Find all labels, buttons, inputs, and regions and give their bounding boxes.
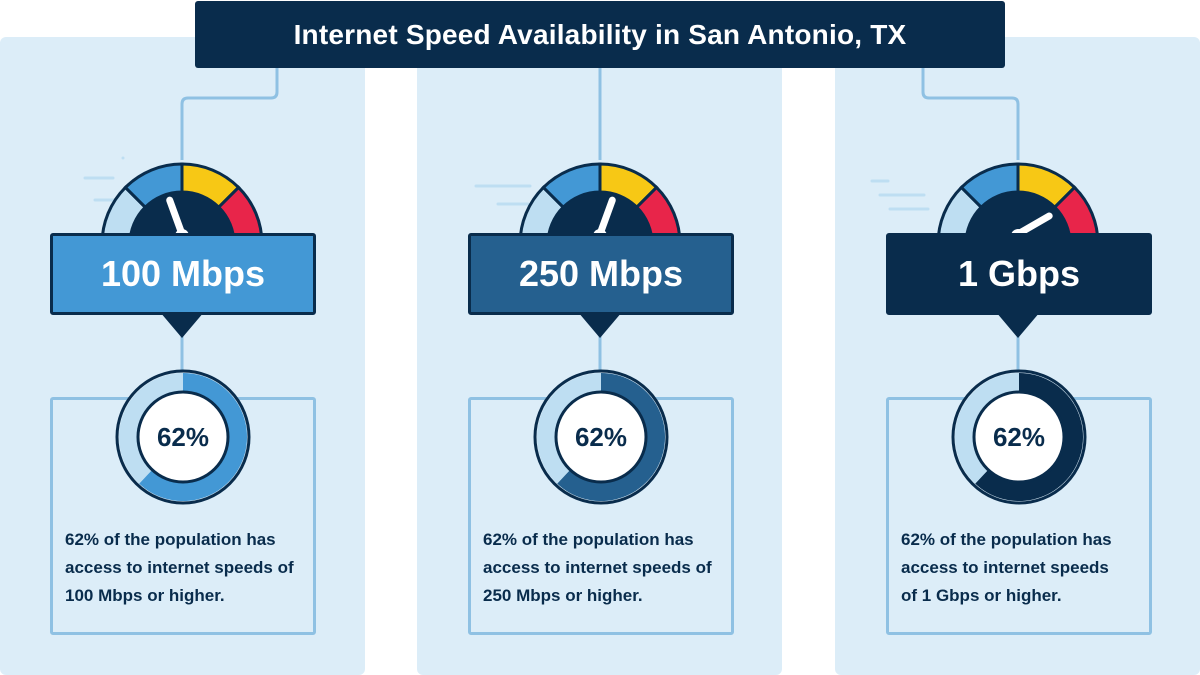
connector-line-left	[180, 68, 279, 160]
donut-center	[972, 390, 1066, 484]
donut-remainder-arc	[537, 373, 601, 484]
speed-label-box: 1 Gbps	[886, 233, 1152, 315]
percent-donut	[115, 369, 251, 505]
speed-card-1: 250 Mbps 62% 62% of the population has a…	[418, 0, 783, 675]
speed-label: 1 Gbps	[957, 253, 1081, 294]
stat-description-line: 62% of the population has	[901, 530, 1112, 549]
speed-label: 100 Mbps	[100, 253, 266, 294]
motion-lines-icon	[474, 184, 532, 206]
connector-line-right	[921, 68, 1020, 160]
speedometer-icon	[936, 162, 1100, 244]
motion-lines-icon	[870, 179, 930, 211]
stat-description-line: 250 Mbps or higher.	[483, 586, 643, 605]
stat-description: 62% of the population has access to inte…	[901, 526, 1146, 610]
percent-donut	[951, 369, 1087, 505]
donut-remainder-arc	[119, 373, 183, 484]
percent-donut	[533, 369, 669, 505]
percent-label: 62%	[992, 421, 1046, 452]
stat-description-line: 100 Mbps or higher.	[65, 586, 225, 605]
donut-center	[136, 390, 230, 484]
donut-value-arc	[557, 373, 665, 501]
percent-label: 62%	[574, 421, 628, 452]
gauge-face	[548, 192, 652, 244]
donut-remainder-arc	[955, 373, 1019, 484]
gauge-needle	[596, 196, 616, 238]
gauge-needle	[166, 196, 186, 238]
percent-label: 62%	[156, 421, 210, 452]
speed-card-2: 1 Gbps 62% 62% of the population has acc…	[836, 0, 1200, 675]
speed-box-pointer	[578, 312, 622, 338]
donut-value-arc	[139, 373, 247, 501]
donut-center	[554, 390, 648, 484]
speedometer-icon	[100, 162, 264, 244]
speed-box-pointer	[996, 312, 1040, 338]
page-title: Internet Speed Availability in San Anton…	[195, 1, 1005, 68]
stat-description-line: access to internet speeds of	[483, 558, 712, 577]
speed-box-pointer	[160, 312, 204, 338]
stat-description: 62% of the population has access to inte…	[483, 526, 728, 610]
speedometer-icon	[518, 162, 682, 244]
stat-description: 62% of the population has access to inte…	[65, 526, 310, 610]
speed-label: 250 Mbps	[518, 253, 684, 294]
stat-description-line: access to internet speeds of	[65, 558, 294, 577]
stat-description-line: access to internet speeds	[901, 558, 1109, 577]
speed-card-0: 100 Mbps 62% 62% of the population has a…	[0, 0, 365, 675]
stat-description-line: 62% of the population has	[483, 530, 694, 549]
speed-label-box: 100 Mbps	[50, 233, 316, 315]
stat-description-line: of 1 Gbps or higher.	[901, 586, 1062, 605]
donut-value-arc	[975, 373, 1083, 501]
gauge-face	[130, 192, 234, 244]
stat-description-line: 62% of the population has	[65, 530, 276, 549]
gauge-needle	[1014, 212, 1053, 238]
gauge-face	[966, 192, 1070, 244]
speed-label-box: 250 Mbps	[468, 233, 734, 315]
